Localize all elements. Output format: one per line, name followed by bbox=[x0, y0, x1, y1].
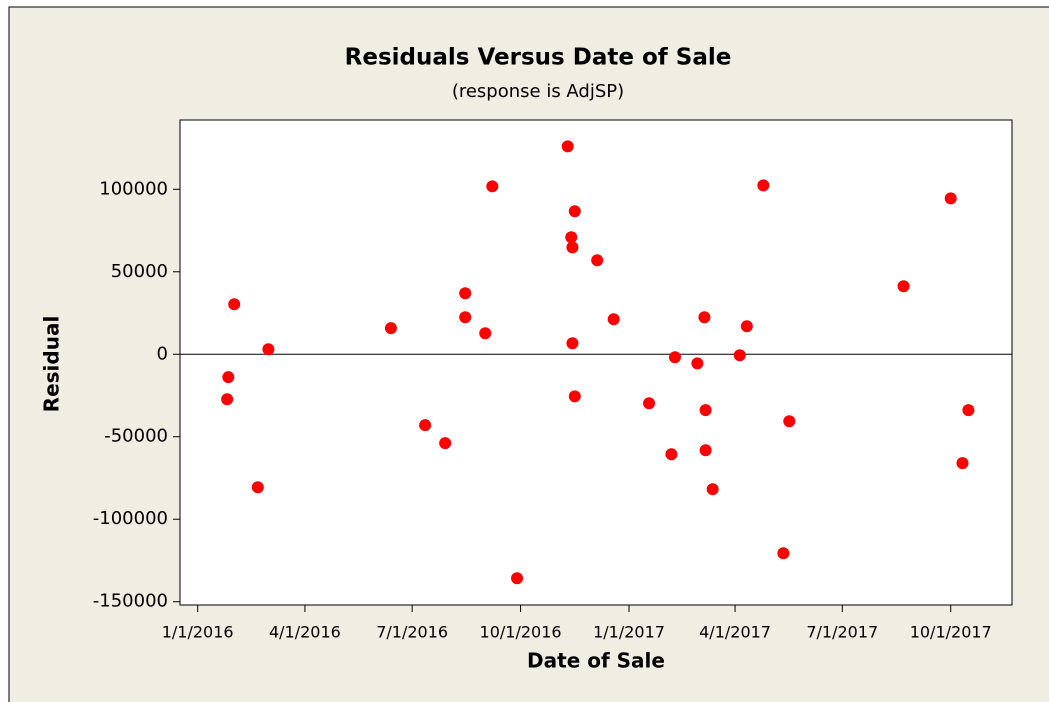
x-tick-label: 10/1/2016 bbox=[480, 623, 562, 642]
y-tick-label: 100000 bbox=[99, 178, 168, 199]
x-tick-label: 4/1/2017 bbox=[699, 623, 771, 642]
y-tick-label: -100000 bbox=[93, 508, 168, 529]
point bbox=[698, 311, 711, 324]
point bbox=[757, 179, 770, 192]
y-axis-label: Residual bbox=[40, 316, 64, 413]
point bbox=[665, 448, 678, 461]
point bbox=[459, 287, 472, 300]
point bbox=[777, 547, 790, 560]
point bbox=[228, 298, 241, 311]
point bbox=[439, 437, 452, 450]
point bbox=[222, 371, 235, 384]
x-tick-label: 10/1/2017 bbox=[910, 623, 992, 642]
x-tick-label: 7/1/2016 bbox=[376, 623, 448, 642]
point bbox=[565, 231, 578, 244]
point bbox=[668, 351, 681, 364]
point bbox=[699, 444, 712, 457]
y-tick-label: 50000 bbox=[111, 261, 168, 282]
point bbox=[566, 241, 579, 254]
point bbox=[511, 572, 524, 585]
chart-title: Residuals Versus Date of Sale bbox=[345, 45, 732, 71]
point bbox=[706, 483, 719, 496]
x-tick-label: 1/1/2016 bbox=[162, 623, 234, 642]
point bbox=[591, 254, 604, 267]
point bbox=[607, 313, 620, 326]
point bbox=[944, 192, 957, 205]
y-tick-label: -50000 bbox=[104, 426, 168, 447]
point bbox=[251, 481, 264, 494]
point bbox=[419, 419, 432, 432]
plot-area bbox=[179, 119, 1013, 606]
point bbox=[221, 393, 234, 406]
x-tick-label: 1/1/2017 bbox=[593, 623, 665, 642]
point bbox=[699, 404, 712, 417]
point bbox=[479, 327, 492, 340]
point bbox=[568, 390, 581, 403]
y-tick-label: -150000 bbox=[93, 591, 168, 612]
point bbox=[486, 180, 499, 193]
point bbox=[691, 357, 704, 370]
point bbox=[566, 337, 579, 350]
point bbox=[643, 397, 656, 410]
point bbox=[459, 311, 472, 324]
y-tick-label: 0 bbox=[157, 343, 168, 364]
point bbox=[897, 280, 910, 293]
point bbox=[384, 322, 397, 335]
chart-subtitle: (response is AdjSP) bbox=[452, 81, 624, 102]
point bbox=[568, 205, 581, 218]
point bbox=[956, 457, 969, 470]
point bbox=[561, 140, 574, 153]
x-tick-label: 4/1/2016 bbox=[269, 623, 341, 642]
x-axis-label: Date of Sale bbox=[527, 649, 665, 673]
point bbox=[740, 320, 753, 333]
point bbox=[962, 404, 975, 417]
point bbox=[783, 415, 796, 428]
point bbox=[733, 349, 746, 362]
x-tick-label: 7/1/2017 bbox=[806, 623, 878, 642]
point bbox=[262, 343, 275, 356]
